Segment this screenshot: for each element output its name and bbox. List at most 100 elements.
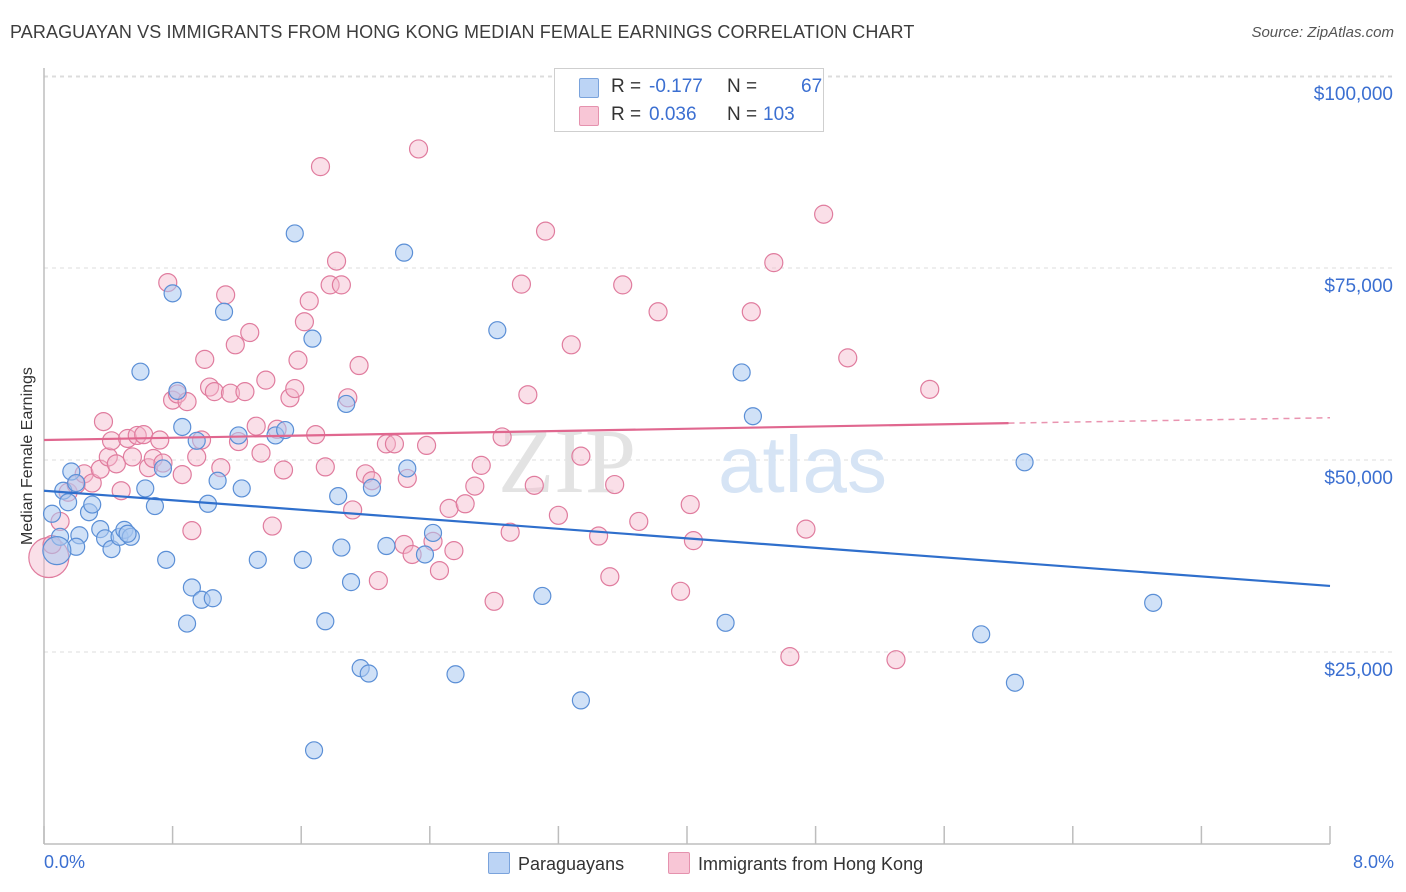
paraguayan-point [232,479,251,498]
paraguayan-point [168,381,187,400]
paraguayan-point [398,459,417,478]
hong-kong-point [98,447,118,467]
paraguayan-point [446,665,465,684]
legend-n-value: 67 [801,76,823,97]
chart-title: PARAGUAYAN VS IMMIGRANTS FROM HONG KONG … [10,22,915,42]
paraguayan-point [276,420,295,440]
paraguayan-point [59,493,78,512]
hong-kong-point [310,157,331,177]
hong-kong-point [629,511,649,532]
axes [43,68,1331,845]
bottom-legend-swatch-pink [668,852,690,874]
y-tick-label: $50,000 [1324,468,1393,489]
hong-kong-point [299,291,319,311]
hong-kong-point [741,302,761,322]
hong-kong-point [368,570,388,591]
hong-kong-point [588,526,609,546]
hong-kong-point [613,275,633,295]
hong-kong-point [172,464,192,485]
hong-kong-point [471,455,491,475]
paraguayan-point [716,613,735,632]
hong-kong-point [326,251,347,271]
hong-kong-trend-line [43,422,1009,442]
paraguayan-point [304,741,324,760]
hong-kong-point [920,379,940,399]
legend-swatch-pink [579,106,599,126]
bottom-legend-label-paraguayans: Paraguayans [518,854,625,874]
hong-kong-point [444,541,464,561]
hong-kong-point [331,275,351,295]
hong-kong-point [127,425,147,446]
hong-kong-point [150,430,170,450]
hong-kong-point [204,382,224,402]
paraguayan-trend-line [43,489,1331,588]
bottom-legend-label-hong-kong: Immigrants from Hong Kong [698,854,924,874]
x-tick-label-min: 0.0% [44,852,85,872]
hong-kong-point [273,460,294,480]
paraguayan-point [337,394,356,414]
hong-kong-point [315,457,335,477]
paraguayan-point [293,550,312,569]
grid-lines [44,75,1394,653]
paraguayan-point [136,479,155,498]
hong-kong-point [195,349,215,369]
hong-kong-point [571,446,591,466]
hong-kong-point [465,476,485,496]
hong-kong-point [235,382,255,402]
hong-kong-point [518,385,538,405]
hong-kong-point [780,647,800,667]
paraguayan-point [42,536,72,566]
hong-kong-point [500,522,520,542]
bottom-legend-paraguayans: Paraguayans [488,852,624,875]
legend-row-hong-kong: R = 0.036 N = 103 [555,101,823,129]
hong-kong-point [683,531,704,551]
hong-kong-point [216,285,236,305]
paraguayan-point [208,471,227,490]
paraguayan-point [329,486,348,506]
paraguayan-point [316,612,335,631]
legend-r-value: 0.036 [649,104,697,125]
trend-lines [43,417,1331,588]
paraguayan-point [177,614,197,633]
paraguayan-point [214,302,234,321]
hong-kong-point [548,505,569,525]
paraguayan-point [285,224,304,243]
paraguayan-point [732,363,751,382]
paraguayan-point [83,495,102,514]
bottom-legend-hong-kong: Immigrants from Hong Kong [668,852,923,875]
hong-kong-point [349,355,369,376]
hong-kong-point [106,454,126,474]
paraguayan-point [394,243,414,262]
hong-kong-point [886,650,906,670]
watermark: ZIP atlas [498,410,887,512]
paraguayan-point [153,459,173,478]
hong-kong-points [28,139,940,670]
y-tick-label: $75,000 [1324,276,1393,297]
paraguayan-point [163,284,182,303]
legend-n-value: 103 [763,104,795,125]
paraguayan-point [423,523,443,543]
x-tick-label-max: 8.0% [1353,852,1394,872]
hong-kong-point [670,581,691,601]
correlation-legend: R = -0.177 N = 67 R = 0.036 N = 103 [554,68,824,132]
paraguayan-point [341,573,361,592]
paraguayan-point [332,538,351,557]
paraguayan-point [362,478,382,497]
hong-kong-point [492,427,512,447]
hong-kong-point [838,348,858,368]
hong-kong-point [600,567,620,587]
hong-kong-point [343,500,363,520]
source-label: Source: ZipAtlas.com [1251,24,1394,41]
y-tick-label: $25,000 [1324,660,1393,681]
paraguayan-point [187,431,206,450]
hong-kong-point [796,519,816,539]
hong-kong-point [814,204,834,224]
hong-kong-point [240,322,260,343]
hong-kong-point [93,412,114,432]
y-tick-labels: $25,000 $50,000 $75,000 $100,000 [1314,84,1393,681]
paraguayan-point [571,691,591,710]
legend-r-label: R = [611,104,642,125]
bottom-legend-swatch-blue [488,852,510,874]
hong-kong-point [384,434,405,454]
legend-row-paraguayans: R = -0.177 N = 67 [555,73,823,101]
